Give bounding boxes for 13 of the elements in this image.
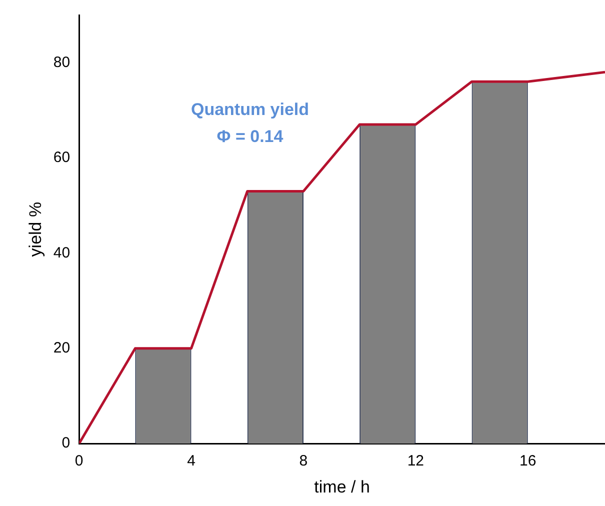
x-tick-label: 12: [407, 452, 424, 470]
y-tick-label: 0: [62, 434, 70, 452]
x-tick-label: 0: [74, 452, 84, 470]
x-tick-label: 8: [299, 452, 308, 470]
y-axis-title: yield %: [26, 202, 45, 257]
x-axis-title: time / h: [314, 477, 370, 496]
y-tick-label: 20: [53, 339, 70, 356]
x-tick-label: 4: [187, 452, 196, 470]
y-tick-label: 40: [53, 244, 70, 262]
y-tick-label: 60: [53, 149, 70, 166]
y-tick-label: 80: [53, 54, 70, 71]
annotation: Quantum yield Φ = 0.14: [190, 100, 310, 146]
x-tick-label: 16: [520, 452, 536, 470]
